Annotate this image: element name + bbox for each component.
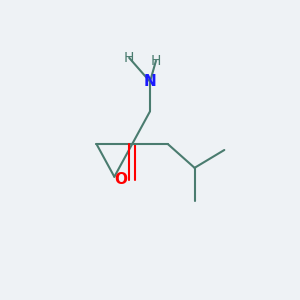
Text: N: N: [144, 74, 156, 89]
Text: H: H: [151, 54, 161, 68]
Text: H: H: [124, 51, 134, 65]
Text: O: O: [114, 172, 127, 187]
